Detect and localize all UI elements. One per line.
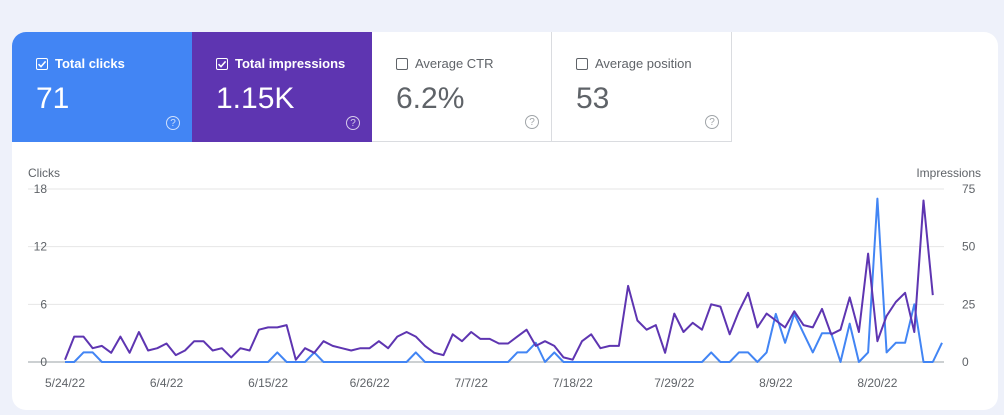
metric-tab-total-impressions[interactable]: Total impressions 1.15K ? xyxy=(192,32,372,142)
x-tick-label: 5/24/22 xyxy=(45,376,85,390)
help-icon[interactable]: ? xyxy=(166,116,180,130)
series-line-clicks xyxy=(65,197,943,363)
chart-series xyxy=(64,197,943,363)
checkbox-checked-icon[interactable] xyxy=(216,57,228,70)
left-axis-ticks: 0 6 12 18 xyxy=(34,182,48,369)
x-tick-label: 7/18/22 xyxy=(553,376,593,390)
metric-label-row: Average CTR xyxy=(396,56,494,71)
metric-tabs: Total clicks 71 ? Total impressions 1.15… xyxy=(12,32,732,142)
x-tick-label: 6/26/22 xyxy=(350,376,390,390)
metric-label-row: Average position xyxy=(576,56,692,71)
metric-label: Average position xyxy=(595,56,692,71)
right-axis-title: Impressions xyxy=(916,166,981,180)
x-axis-ticks: 5/24/22 6/4/22 6/15/22 6/26/22 7/7/22 7/18/22… xyxy=(45,376,898,390)
x-tick-label: 7/7/22 xyxy=(455,376,489,390)
left-tick-label: 6 xyxy=(40,297,47,311)
metric-tab-average-position[interactable]: Average position 53 ? xyxy=(552,32,732,142)
metric-tab-average-ctr[interactable]: Average CTR 6.2% ? xyxy=(372,32,552,142)
metric-value: 53 xyxy=(576,82,610,115)
metric-value: 71 xyxy=(36,82,70,115)
checkbox-unchecked-icon[interactable] xyxy=(396,57,408,70)
right-axis-ticks: 0 25 50 75 xyxy=(962,182,976,369)
x-tick-label: 8/20/22 xyxy=(857,376,897,390)
x-tick-label: 8/9/22 xyxy=(759,376,793,390)
x-tick-label: 7/29/22 xyxy=(654,376,694,390)
series-line-impressions xyxy=(64,199,934,361)
help-icon[interactable]: ? xyxy=(346,116,360,130)
x-tick-label: 6/15/22 xyxy=(248,376,288,390)
metric-tab-total-clicks[interactable]: Total clicks 71 ? xyxy=(12,32,192,142)
left-tick-label: 18 xyxy=(34,182,48,196)
chart-gridlines xyxy=(28,188,944,363)
metric-label-row: Total clicks xyxy=(36,56,125,71)
right-tick-label: 0 xyxy=(962,355,969,369)
left-tick-label: 12 xyxy=(34,240,48,254)
metric-label: Total clicks xyxy=(55,56,125,71)
left-axis-title: Clicks xyxy=(28,166,60,180)
help-icon[interactable]: ? xyxy=(525,115,539,129)
metric-value: 6.2% xyxy=(396,82,465,115)
left-tick-label: 0 xyxy=(40,355,47,369)
right-tick-label: 50 xyxy=(962,240,976,254)
metric-label: Average CTR xyxy=(415,56,494,71)
performance-card: Total clicks 71 ? Total impressions 1.15… xyxy=(12,32,998,410)
metric-label-row: Total impressions xyxy=(216,56,345,71)
metric-value: 1.15K xyxy=(216,82,295,115)
performance-chart: Clicks Impressions 0 6 12 18 0 25 50 75 5/24/2… xyxy=(28,166,981,390)
checkbox-checked-icon[interactable] xyxy=(36,57,48,70)
help-icon[interactable]: ? xyxy=(705,115,719,129)
right-tick-label: 25 xyxy=(962,297,976,311)
x-tick-label: 6/4/22 xyxy=(150,376,184,390)
metric-label: Total impressions xyxy=(235,56,346,71)
checkbox-unchecked-icon[interactable] xyxy=(576,57,588,70)
right-tick-label: 75 xyxy=(962,182,976,196)
